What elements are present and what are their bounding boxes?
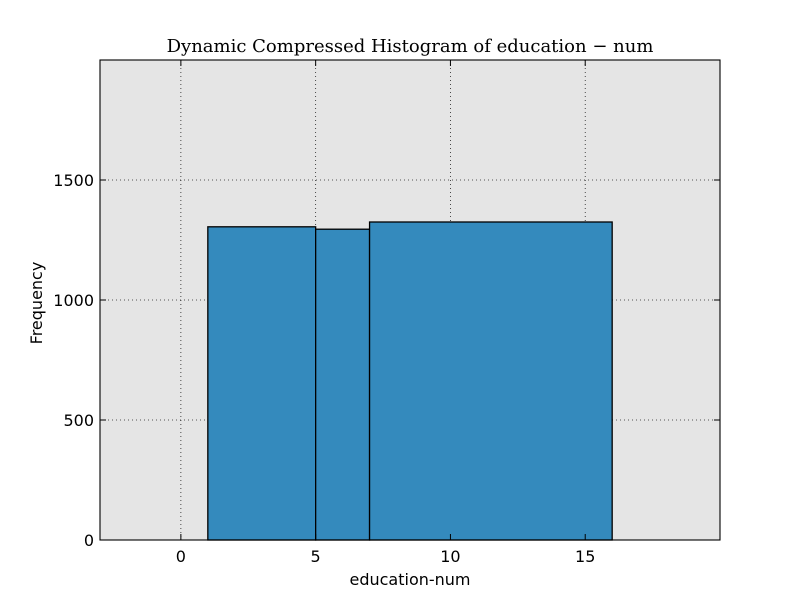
histogram-bar bbox=[368, 221, 613, 541]
y-axis-label: Frequency bbox=[27, 262, 46, 345]
histogram-bar bbox=[207, 226, 317, 541]
histogram-bar bbox=[315, 228, 371, 541]
y-tick-label: 1500 bbox=[53, 171, 94, 190]
x-tick-label: 0 bbox=[176, 547, 186, 566]
y-tick-label: 1000 bbox=[53, 291, 94, 310]
x-tick-label: 5 bbox=[311, 547, 321, 566]
y-axis-ticks: 0 500 1000 1500 bbox=[53, 171, 720, 550]
x-tick-label: 10 bbox=[440, 547, 460, 566]
chart-title: Dynamic Compressed Histogram of educatio… bbox=[167, 36, 654, 57]
x-axis-ticks: 0 5 10 15 bbox=[176, 60, 595, 566]
x-tick-label: 15 bbox=[575, 547, 595, 566]
y-tick-label: 500 bbox=[63, 411, 94, 430]
y-tick-label: 0 bbox=[84, 531, 94, 550]
x-axis-label: education-num bbox=[349, 570, 470, 589]
histogram-bars bbox=[207, 221, 613, 541]
